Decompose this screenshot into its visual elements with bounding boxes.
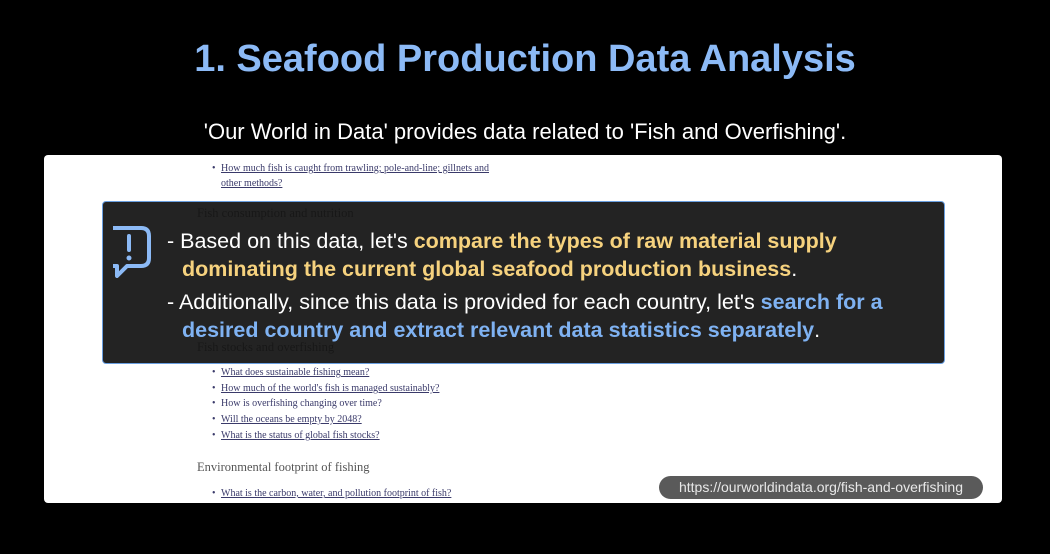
url-label: https://ourworldindata.org/fish-and-over… — [659, 476, 983, 499]
link: How is overfishing changing over time? — [212, 396, 511, 411]
text: - Based on this data, let's — [167, 229, 414, 253]
alert-icon — [113, 226, 151, 278]
highlight: search for a desired country and extract… — [182, 290, 883, 342]
callout-bullet: - Additionally, since this data is provi… — [167, 288, 942, 344]
link: What does sustainable fishing mean? — [212, 365, 511, 380]
highlight: compare the types of raw material supply… — [182, 229, 837, 281]
text: . — [814, 318, 821, 342]
callout-bullet: - Based on this data, let's compare the … — [167, 227, 942, 283]
slide-subtitle: 'Our World in Data' provides data relate… — [203, 119, 847, 144]
link: How much of the world's fish is managed … — [212, 381, 511, 396]
link: How much fish is caught from trawling; p… — [212, 161, 511, 191]
link: What is the status of global fish stocks… — [212, 428, 511, 443]
link: What is the carbon, water, and pollution… — [212, 486, 511, 501]
text: . — [791, 257, 798, 281]
link: Will the oceans be empty by 2048? — [212, 412, 511, 427]
callout-box: - Based on this data, let's compare the … — [102, 201, 945, 364]
slide-title: 1. Seafood Production Data Analysis — [194, 38, 856, 80]
section-heading: Environmental footprint of fishing — [197, 460, 370, 474]
text: - Additionally, since this data is provi… — [167, 290, 761, 314]
